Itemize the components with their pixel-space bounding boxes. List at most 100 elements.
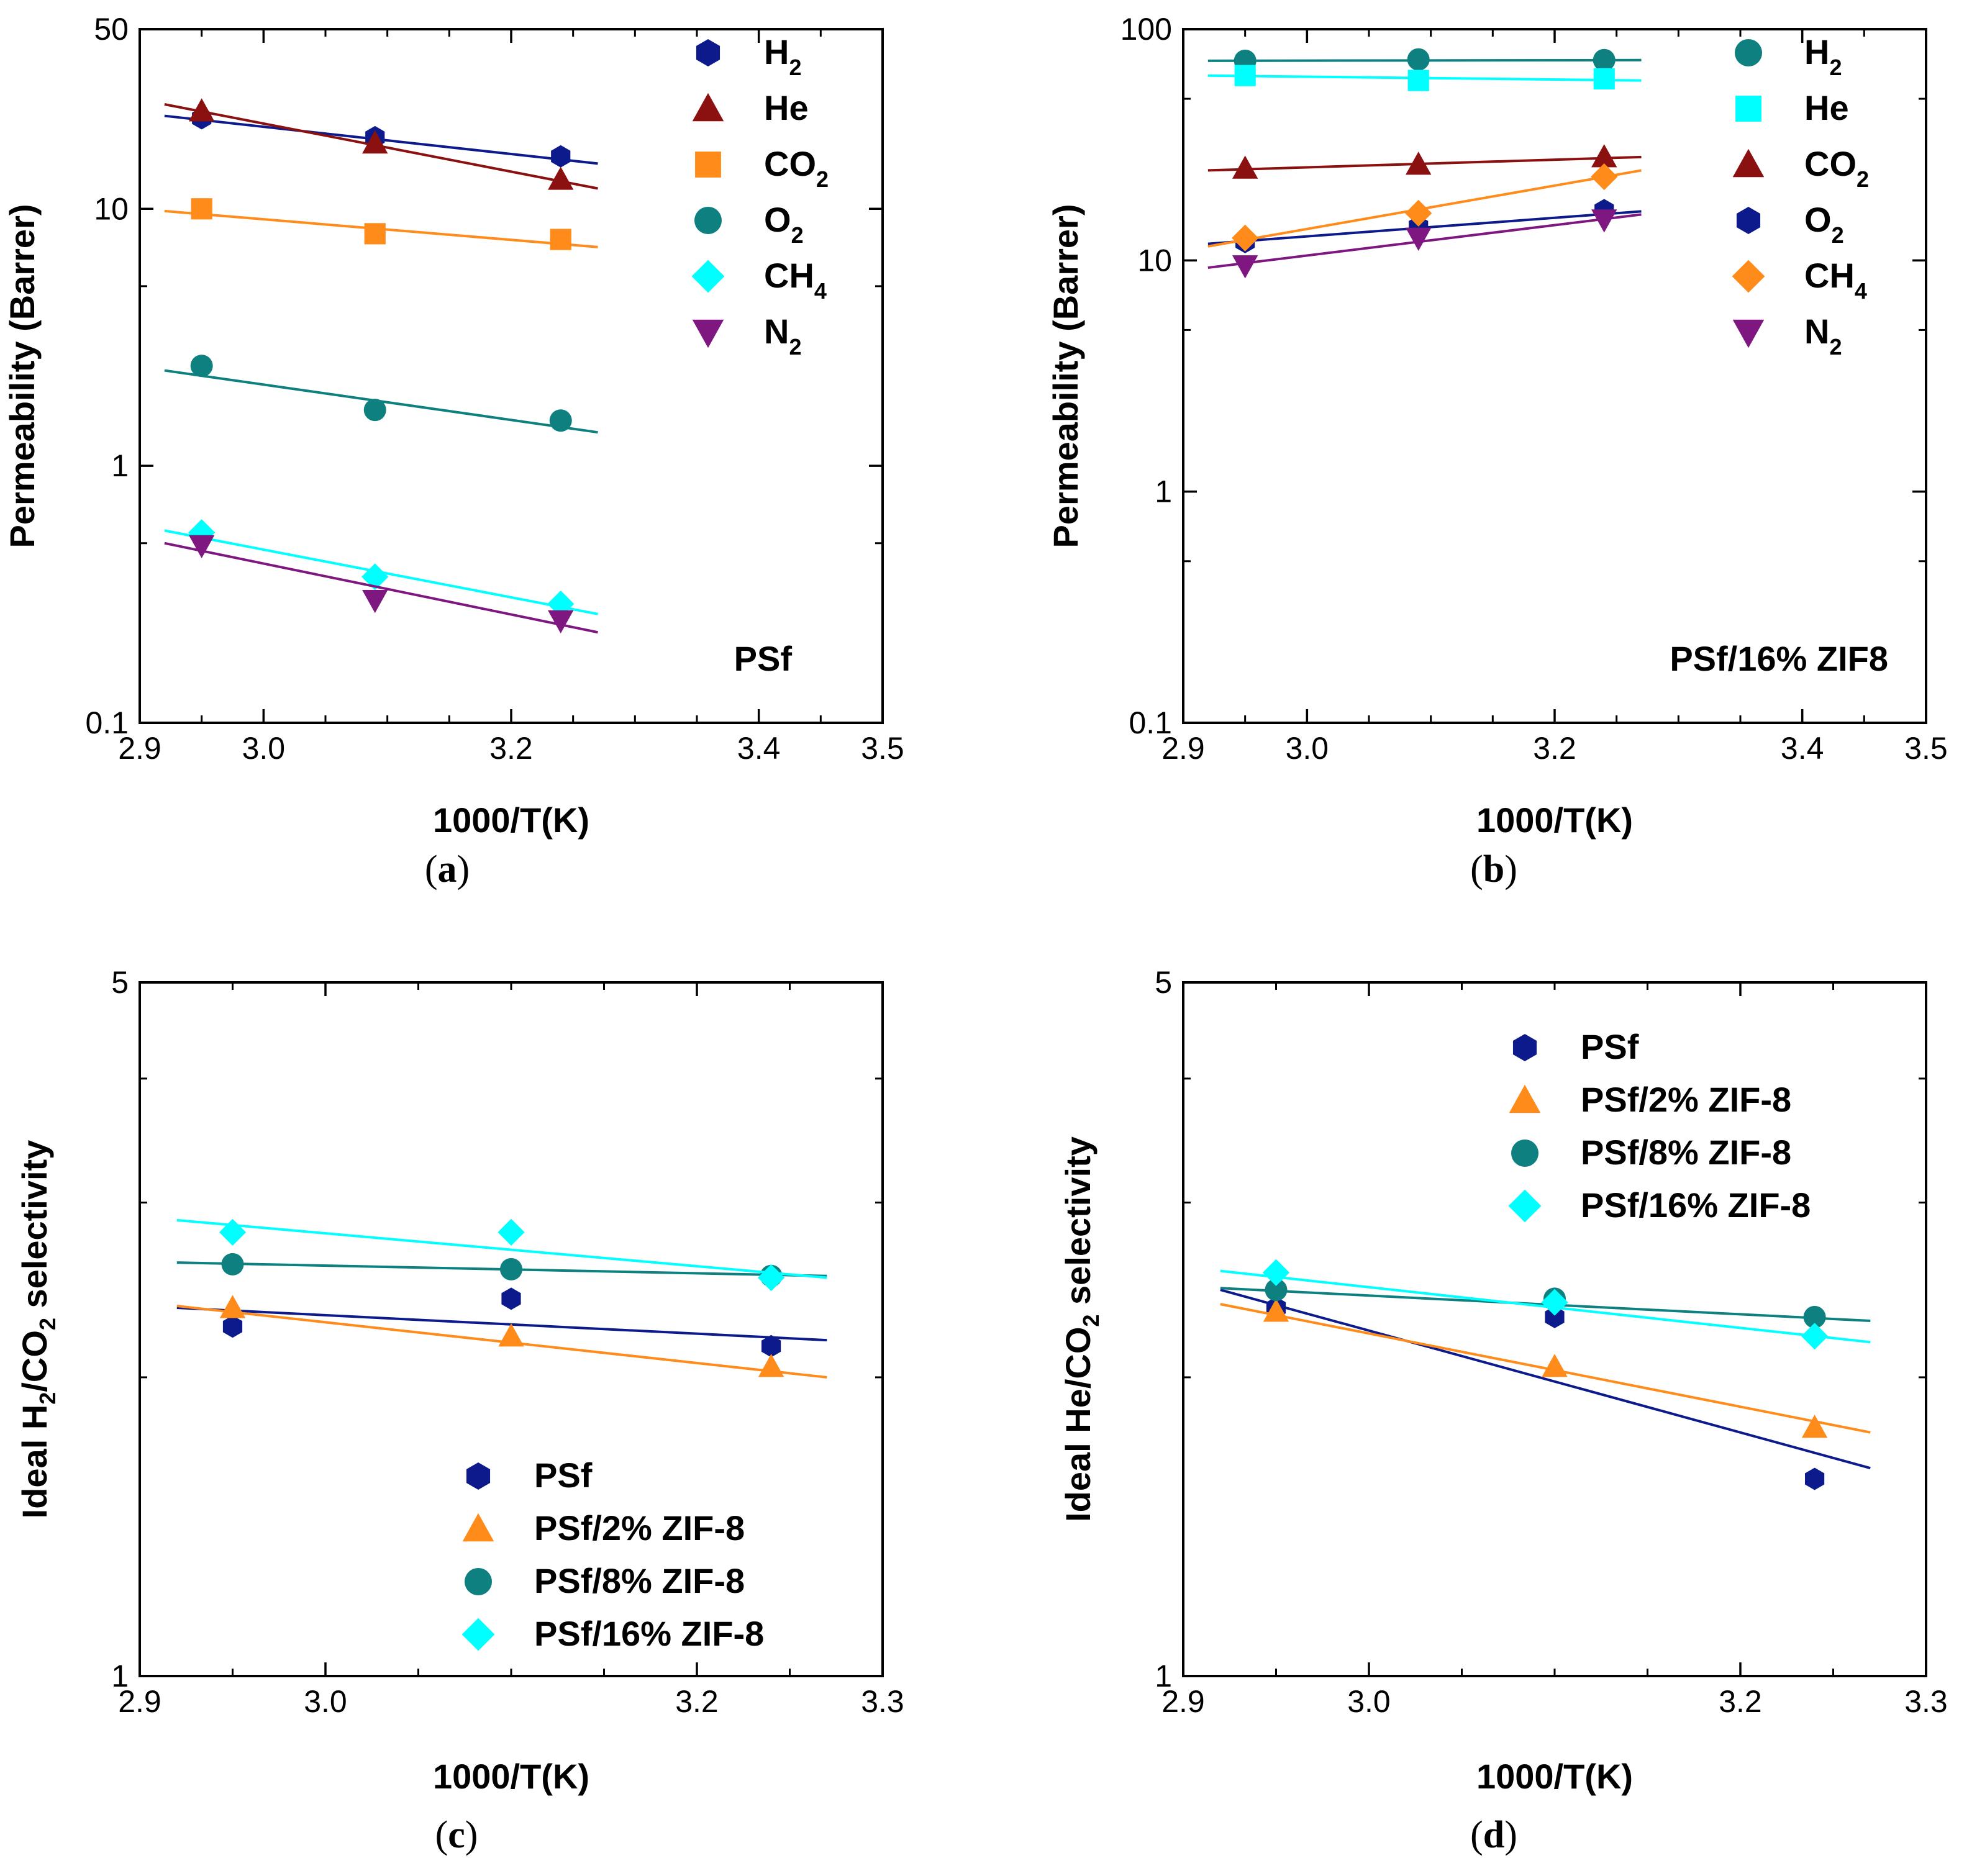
data-point (361, 563, 389, 591)
data-point (1805, 1467, 1825, 1490)
legend-marker (1508, 1189, 1542, 1223)
x-tick-label: 3.5 (1904, 731, 1948, 766)
y-ticks: 15 (111, 965, 883, 1693)
subscript: 2 (35, 1392, 60, 1405)
x-tick-label: 3.0 (1347, 1684, 1391, 1719)
fit-line (164, 542, 598, 634)
data-point (188, 535, 215, 559)
data-point (219, 1295, 246, 1318)
plot-frame (139, 28, 884, 724)
legend: PSf PSf/2% ZIF-8 PSf/8% ZIF-8 PSf/16% ZIF-8 (1508, 1027, 1811, 1225)
fit-line (1220, 1289, 1871, 1470)
series-1 (164, 98, 598, 190)
legend-label: PSf/8% ZIF-8 (534, 1561, 745, 1600)
data-point (1542, 1354, 1568, 1377)
data-point (1591, 144, 1617, 168)
y-axis-title: Ideal He/CO2 selectivity (1058, 1136, 1104, 1522)
panel-annotation: PSf/16% ZIF8 (1670, 639, 1888, 678)
x-tick-label: 3.0 (304, 1684, 347, 1719)
chart-a: 2.9 3.0 3.2 3.4 3.5 0.1 1 10 50 1000/T(K) Permeabi… (2, 12, 904, 890)
caption-open: ( (1470, 1814, 1483, 1856)
data-point (1405, 199, 1432, 227)
legend-label: N2 (764, 312, 801, 360)
fit-line (1220, 1303, 1871, 1434)
legend-marker (465, 1568, 492, 1595)
data-point (1406, 152, 1432, 175)
legend-marker (1732, 319, 1765, 348)
legend-marker (692, 319, 724, 348)
legend-marker (692, 93, 724, 122)
x-ticks: 2.9 3.0 3.2 3.4 3.5 (1161, 29, 1948, 766)
data-point (1593, 68, 1615, 90)
data-point (1263, 1298, 1289, 1322)
data-point (1232, 155, 1258, 179)
caption-letter: b (1483, 848, 1504, 890)
legend-label: He (764, 88, 809, 127)
legend-name: PSf/2% ZIF-8 (1581, 1080, 1791, 1119)
legend-label: PSf/16% ZIF-8 (534, 1614, 764, 1653)
legend-name: CO (1804, 144, 1857, 183)
legend-label: O2 (1804, 200, 1844, 248)
subscript: 2 (1078, 1315, 1104, 1327)
legend-label: CH4 (764, 256, 827, 304)
data-point (1801, 1415, 1828, 1438)
fit-line (176, 1218, 827, 1279)
subscript: 2 (35, 1318, 60, 1330)
text-part: Ideal He/CO (1058, 1327, 1098, 1522)
y-tick-label: 1 (1155, 474, 1172, 509)
legend-name: CH (1804, 256, 1855, 295)
data-point (1803, 1305, 1826, 1328)
x-tick-label: 3.2 (675, 1684, 719, 1719)
series-1 (1220, 1298, 1871, 1438)
x-tick-label: 2.9 (1161, 731, 1205, 766)
legend-subscript: 4 (1855, 278, 1867, 304)
text-part: Ideal H (15, 1405, 54, 1519)
y-tick-label: 5 (111, 965, 129, 1000)
fit-line (176, 1307, 827, 1342)
legend-name: PSf/8% ZIF-8 (1581, 1133, 1791, 1172)
y-ticks: 15 (1155, 965, 1926, 1693)
legend-label: PSf/2% ZIF-8 (534, 1508, 745, 1547)
y-tick-label: 1 (1155, 1659, 1172, 1693)
series-0 (1207, 48, 1642, 72)
data-point (1407, 70, 1429, 91)
data-point (498, 1218, 525, 1246)
text-part: /CO (15, 1330, 54, 1392)
legend-name: H (1804, 32, 1829, 71)
x-tick-label: 2.9 (1161, 1684, 1205, 1719)
data-point (1407, 48, 1430, 71)
legend-name: PSf/16% ZIF-8 (1581, 1185, 1811, 1225)
data-point (191, 198, 212, 220)
legend-label: PSf/8% ZIF-8 (1581, 1133, 1791, 1172)
legend-subscript: 2 (789, 55, 801, 80)
series-4 (1207, 163, 1642, 251)
y-tick-label: 10 (1137, 243, 1172, 278)
x-tick-label: 3.0 (242, 731, 286, 766)
y-axis-title: Permeability (Barrer) (1046, 204, 1085, 548)
legend-marker (1735, 96, 1761, 122)
text-part: selectivity (1058, 1136, 1098, 1314)
data-point (761, 1334, 781, 1357)
data-point (548, 166, 574, 190)
panel-caption: (d) (1470, 1814, 1517, 1856)
legend-label: O2 (764, 200, 804, 248)
series-3 (1220, 1259, 1871, 1350)
series-0 (1220, 1289, 1871, 1490)
y-tick-label: 1 (111, 1659, 129, 1693)
legend-subscript: 2 (1829, 55, 1842, 80)
x-tick-label: 3.0 (1286, 731, 1329, 766)
legend-marker (1509, 1084, 1541, 1113)
y-tick-label: 5 (1155, 965, 1172, 1000)
x-ticks: 2.9 3.0 3.2 3.3 (118, 982, 904, 1719)
data-point (500, 1257, 522, 1280)
legend-label: PSf (534, 1456, 593, 1495)
fit-line (1220, 1269, 1871, 1344)
legend-label: He (1804, 88, 1849, 127)
x-tick-label: 3.5 (861, 731, 904, 766)
caption-letter: c (448, 1814, 465, 1856)
plot-frame (1182, 28, 1927, 724)
data-point (1591, 209, 1617, 233)
x-tick-label: 3.4 (737, 731, 781, 766)
